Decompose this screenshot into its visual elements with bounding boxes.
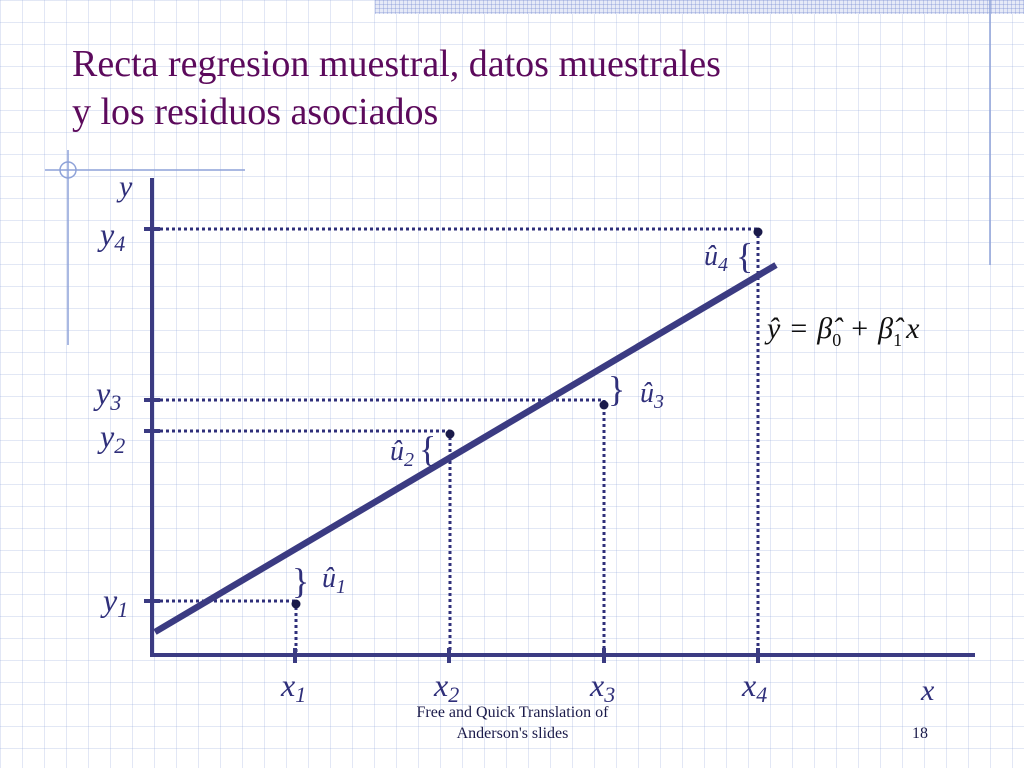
data-points — [291, 227, 763, 609]
y-label-4: y4 — [97, 216, 125, 256]
data-point-1 — [291, 599, 301, 609]
x-axis-label: x — [920, 674, 935, 707]
residual-label-4: û4 — [704, 241, 728, 276]
slide-title: Recta regresion muestral, datos muestral… — [72, 40, 721, 136]
data-point-3 — [599, 400, 609, 410]
x-label-3: x3 — [589, 667, 615, 707]
brace-u4: { — [736, 236, 753, 276]
footer-line-1: Free and Quick Translation of — [416, 704, 609, 721]
regression-line — [153, 262, 778, 635]
regression-equation: ŷ = β̂0 + β̂1 x — [764, 312, 920, 350]
guide-lines — [160, 227, 760, 655]
residual-label-3: û3 — [640, 378, 664, 413]
brace-u3: } — [608, 369, 625, 409]
footer-credit: Free and Quick Translation of Anderson's… — [380, 702, 645, 744]
residual-braces: } { } { — [292, 236, 753, 601]
page-number: 18 — [912, 725, 928, 742]
residual-label-2: û2 — [390, 436, 414, 471]
y-label-1: y1 — [100, 582, 128, 622]
brace-u1: } — [292, 561, 309, 601]
footer-line-2: Anderson's slides — [456, 725, 569, 742]
y-axis-label: y — [116, 170, 133, 203]
slide-decoration — [45, 0, 991, 345]
x-label-2: x2 — [433, 667, 459, 707]
x-label-1: x1 — [280, 667, 306, 707]
data-point-2 — [445, 429, 455, 439]
y-label-2: y2 — [97, 418, 125, 458]
title-line-1: Recta regresion muestral, datos muestral… — [72, 43, 721, 85]
axes — [144, 178, 975, 663]
y-label-3: y3 — [93, 375, 121, 415]
header-decoration-band — [375, 0, 1024, 14]
title-line-2: y los residuos asociados — [72, 91, 439, 133]
brace-u2: { — [419, 429, 436, 469]
data-point-4 — [753, 227, 763, 237]
residual-label-1: û1 — [322, 563, 346, 598]
x-label-4: x4 — [741, 667, 767, 707]
